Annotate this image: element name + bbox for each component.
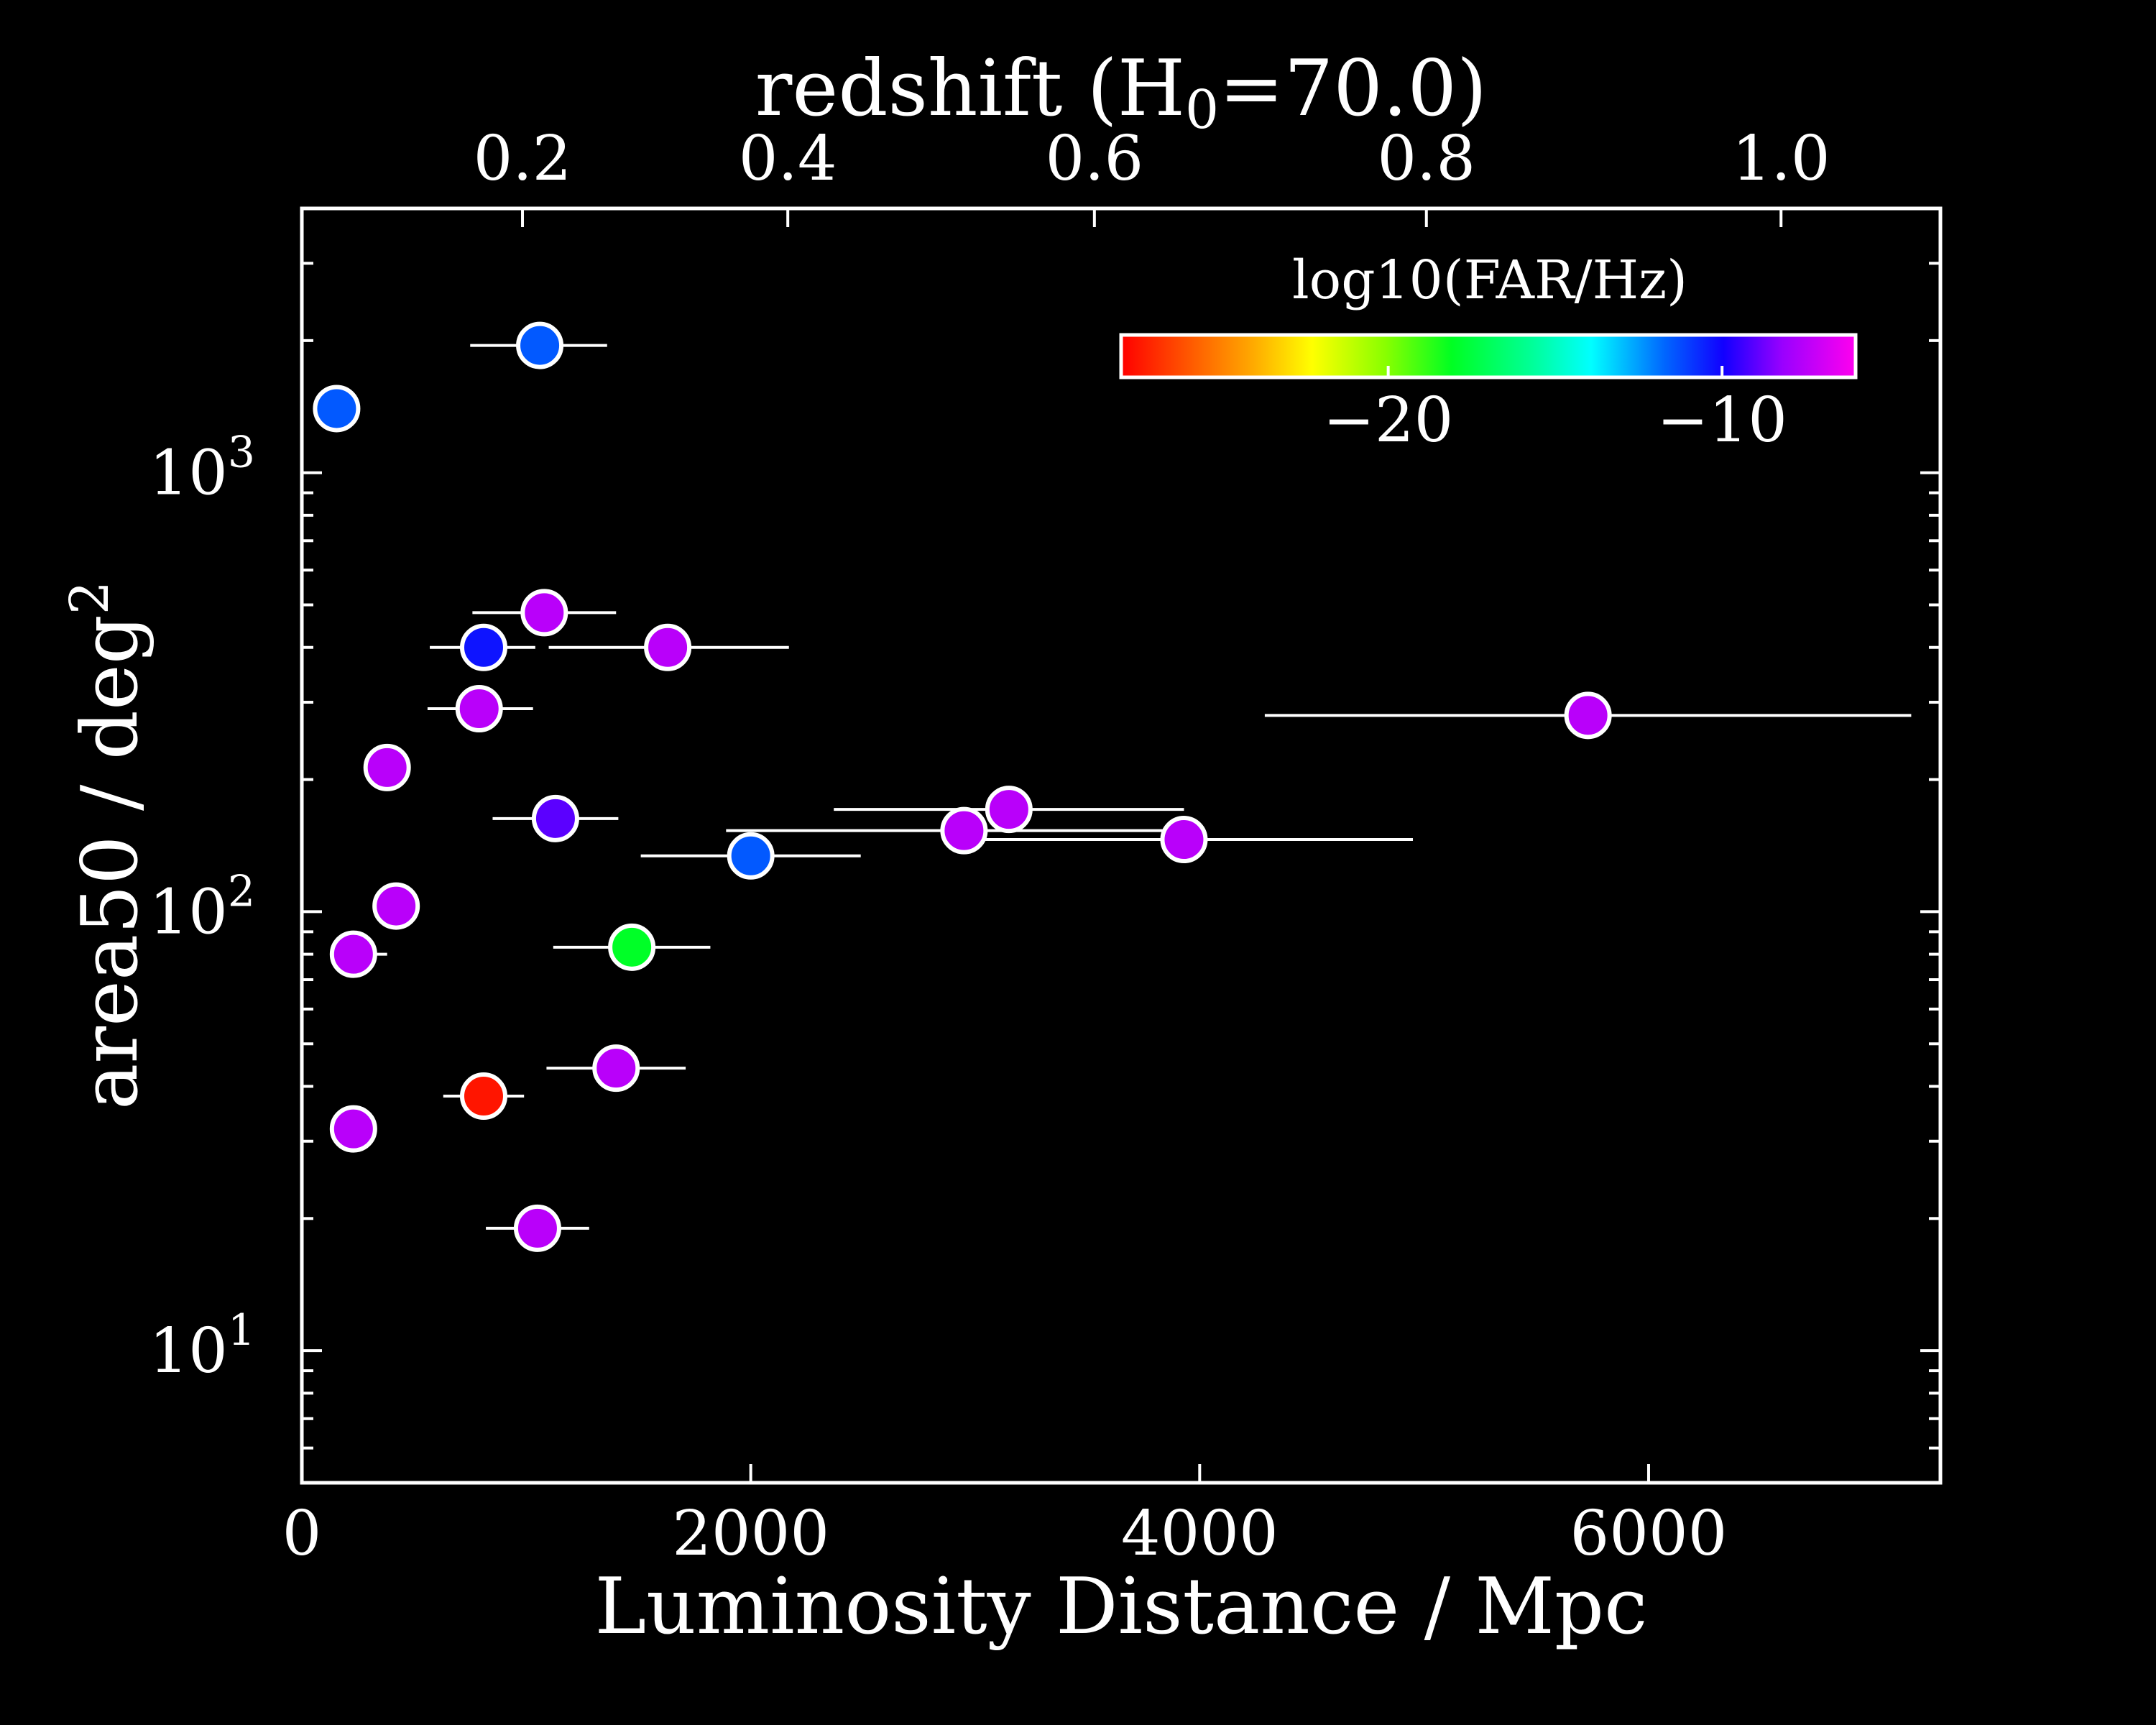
top-tick-label: 0.2	[474, 123, 572, 195]
colorbar-tick-label: −10	[1657, 385, 1787, 456]
data-point	[644, 623, 692, 671]
colorbar-tick-label: −20	[1323, 385, 1454, 456]
colorbar-ticks: −20 −10	[1323, 366, 1787, 456]
data-point	[727, 832, 775, 880]
data-point	[592, 1044, 640, 1092]
x-tick-label: 4000	[1121, 1498, 1279, 1570]
plot-frame	[300, 206, 1943, 1485]
data-point	[329, 930, 377, 978]
top-tick-label: 1.0	[1732, 123, 1830, 195]
y-axis-ticks: 101 102 103	[149, 207, 1940, 1484]
y-tick-label: 102	[149, 866, 255, 948]
top-tick-label: 0.6	[1045, 123, 1143, 195]
top-tick-label: 0.8	[1377, 123, 1475, 195]
data-point	[513, 1204, 561, 1252]
data-point	[608, 923, 656, 971]
data-point	[329, 1105, 377, 1153]
data-points	[313, 321, 1612, 1252]
y-tick-label: 101	[149, 1305, 255, 1387]
data-point	[455, 685, 503, 733]
x-tick-label: 0	[282, 1498, 322, 1570]
data-point	[1564, 691, 1612, 740]
data-point	[372, 882, 420, 930]
y-tick-label: 103	[149, 428, 255, 510]
colorbar-gradient	[1119, 333, 1858, 380]
data-point	[940, 806, 988, 855]
data-point	[520, 589, 568, 637]
colorbar-label: log10(FAR/Hz)	[1292, 249, 1687, 311]
x-tick-label: 2000	[672, 1498, 829, 1570]
data-point	[459, 623, 507, 671]
data-point	[459, 1072, 507, 1121]
error-bars	[353, 344, 1912, 1230]
data-point	[363, 743, 411, 791]
top-tick-label: 0.4	[739, 123, 837, 195]
data-point	[313, 385, 361, 433]
data-point	[516, 321, 564, 369]
top-axis-label: redshift (H0=70.0)	[755, 44, 1487, 141]
y-axis-label: area50 / deg2	[59, 581, 155, 1110]
data-point	[1160, 816, 1208, 864]
data-point	[985, 786, 1033, 834]
x-axis-label: Luminosity Distance / Mpc	[594, 1562, 1647, 1652]
x-axis-ticks: 0 2000 4000 6000	[282, 1464, 1728, 1570]
data-point	[531, 794, 579, 842]
top-axis-ticks: 0.2 0.4 0.6 0.8 1.0	[474, 123, 1830, 227]
colorbar: log10(FAR/Hz) −20 −10	[1119, 249, 1858, 456]
x-tick-label: 6000	[1570, 1498, 1728, 1570]
